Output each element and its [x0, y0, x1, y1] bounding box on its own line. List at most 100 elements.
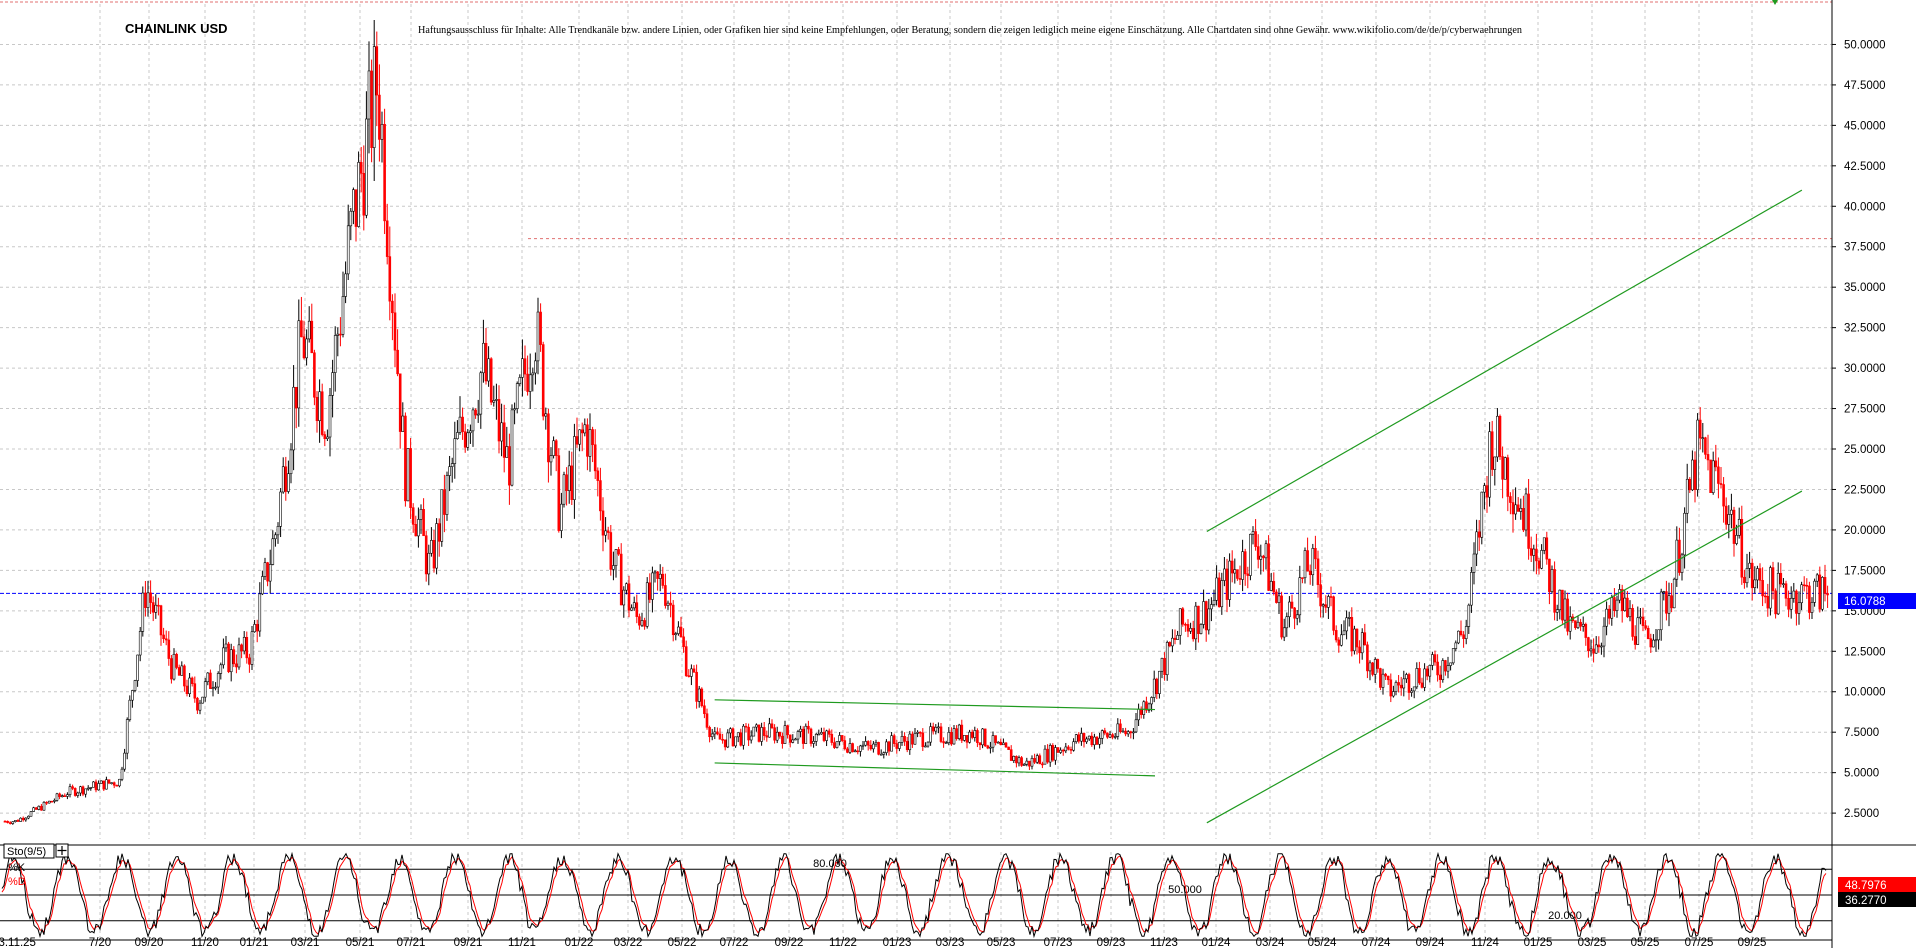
candle-up: [279, 491, 282, 527]
y-tick-label: 25.0000: [1844, 444, 1886, 456]
candle-down: [1056, 747, 1060, 753]
candle-down: [1670, 595, 1673, 609]
candle-up: [1756, 568, 1759, 581]
candle-down: [320, 391, 324, 435]
candle-down: [375, 46, 379, 96]
candle-up: [1251, 531, 1255, 535]
candle-up: [1594, 644, 1598, 654]
candle-down: [1272, 581, 1276, 593]
x-tick-label: 03/24: [1256, 937, 1285, 948]
x-tick-label: 01/23: [883, 937, 912, 948]
candle-up: [37, 805, 41, 810]
candle-up: [817, 733, 821, 736]
candle-down: [323, 434, 327, 440]
candle-down: [1779, 572, 1783, 585]
x-tick-label: 07/21: [397, 937, 426, 948]
candle-up: [630, 607, 633, 611]
candle-up: [1147, 703, 1151, 711]
x-tick-label: 09/24: [1416, 937, 1445, 948]
candle-up: [1615, 599, 1619, 612]
candle-down: [151, 602, 155, 613]
candle-down: [497, 399, 501, 442]
candle-up: [492, 400, 496, 403]
candle-up: [1048, 745, 1052, 763]
candle-up: [495, 399, 498, 401]
candle-up: [775, 731, 779, 741]
candle-up: [1472, 553, 1476, 573]
candle-up: [549, 455, 553, 463]
candle-up: [476, 413, 480, 416]
x-tick-label: 07/25: [1685, 937, 1714, 948]
candle-up: [110, 782, 113, 784]
candle-down: [1740, 518, 1744, 578]
stochastic-legend: Sto(9/5) %K %D: [3, 843, 69, 888]
indicator-name-box[interactable]: [3, 843, 55, 859]
candle-down: [877, 742, 880, 755]
candle-up: [1667, 595, 1671, 614]
candle-down: [1535, 548, 1538, 562]
candle-up: [1080, 733, 1083, 742]
candle-up: [513, 408, 516, 411]
candle-up: [1022, 763, 1026, 766]
candle-up: [952, 728, 956, 745]
candle-down: [1324, 604, 1328, 608]
y-tick-label: 47.5000: [1844, 80, 1886, 92]
indicator-name: Sto(9/5): [7, 846, 46, 858]
candle-down: [788, 734, 792, 743]
candle-down: [843, 740, 847, 750]
candle-up: [632, 602, 636, 609]
candle-down: [1371, 662, 1374, 675]
candle-down: [359, 162, 363, 174]
candle-up: [222, 647, 225, 666]
candle-up: [1496, 415, 1499, 458]
candle-down: [1020, 757, 1023, 766]
candle-down: [635, 602, 639, 617]
candle-up: [534, 360, 537, 374]
x-tick-label: 11/21: [508, 937, 536, 948]
candle-down: [409, 448, 412, 508]
candle-up: [583, 424, 587, 434]
candle-up: [861, 744, 865, 747]
candle-up: [305, 338, 308, 359]
candle-up: [1412, 686, 1416, 692]
candle-up: [1215, 577, 1218, 601]
candle-down: [1015, 755, 1018, 764]
x-tick-label: 09/21: [454, 937, 483, 948]
indicator-add-icon[interactable]: [55, 843, 69, 858]
candle-down: [508, 446, 511, 486]
candle-up: [1683, 512, 1686, 556]
candle-up: [1087, 735, 1091, 740]
candle-down: [786, 725, 789, 736]
candle-up: [1753, 579, 1757, 588]
candle-down: [1511, 502, 1515, 515]
candle-up: [19, 817, 22, 822]
candle-up: [528, 374, 532, 392]
candle-up: [1025, 760, 1029, 765]
candle-down: [45, 801, 48, 804]
candle-down: [1714, 460, 1718, 468]
candle-up: [874, 742, 878, 745]
candle-up: [916, 731, 919, 734]
x-tick-label: 03/22: [614, 937, 643, 948]
candle-up: [1636, 617, 1640, 645]
candle-up: [1659, 591, 1663, 631]
candle-down: [378, 94, 381, 140]
candle-up: [211, 687, 215, 690]
candle-down: [976, 730, 979, 744]
candle-down: [773, 727, 776, 741]
candle-down: [1051, 745, 1055, 761]
candle-down: [801, 728, 805, 744]
candle-up: [963, 735, 966, 741]
candle-down: [851, 743, 854, 753]
candle-up: [791, 739, 795, 743]
candle-down: [580, 429, 584, 434]
candle-up: [1228, 560, 1231, 600]
candle-up: [1428, 665, 1432, 677]
candle-up: [1600, 645, 1603, 648]
candle-down: [999, 741, 1003, 746]
candle-down: [1139, 708, 1143, 715]
candle-down: [1217, 577, 1221, 608]
candle-up: [380, 123, 384, 140]
candle-up: [66, 794, 69, 797]
candle-down: [1301, 577, 1304, 579]
